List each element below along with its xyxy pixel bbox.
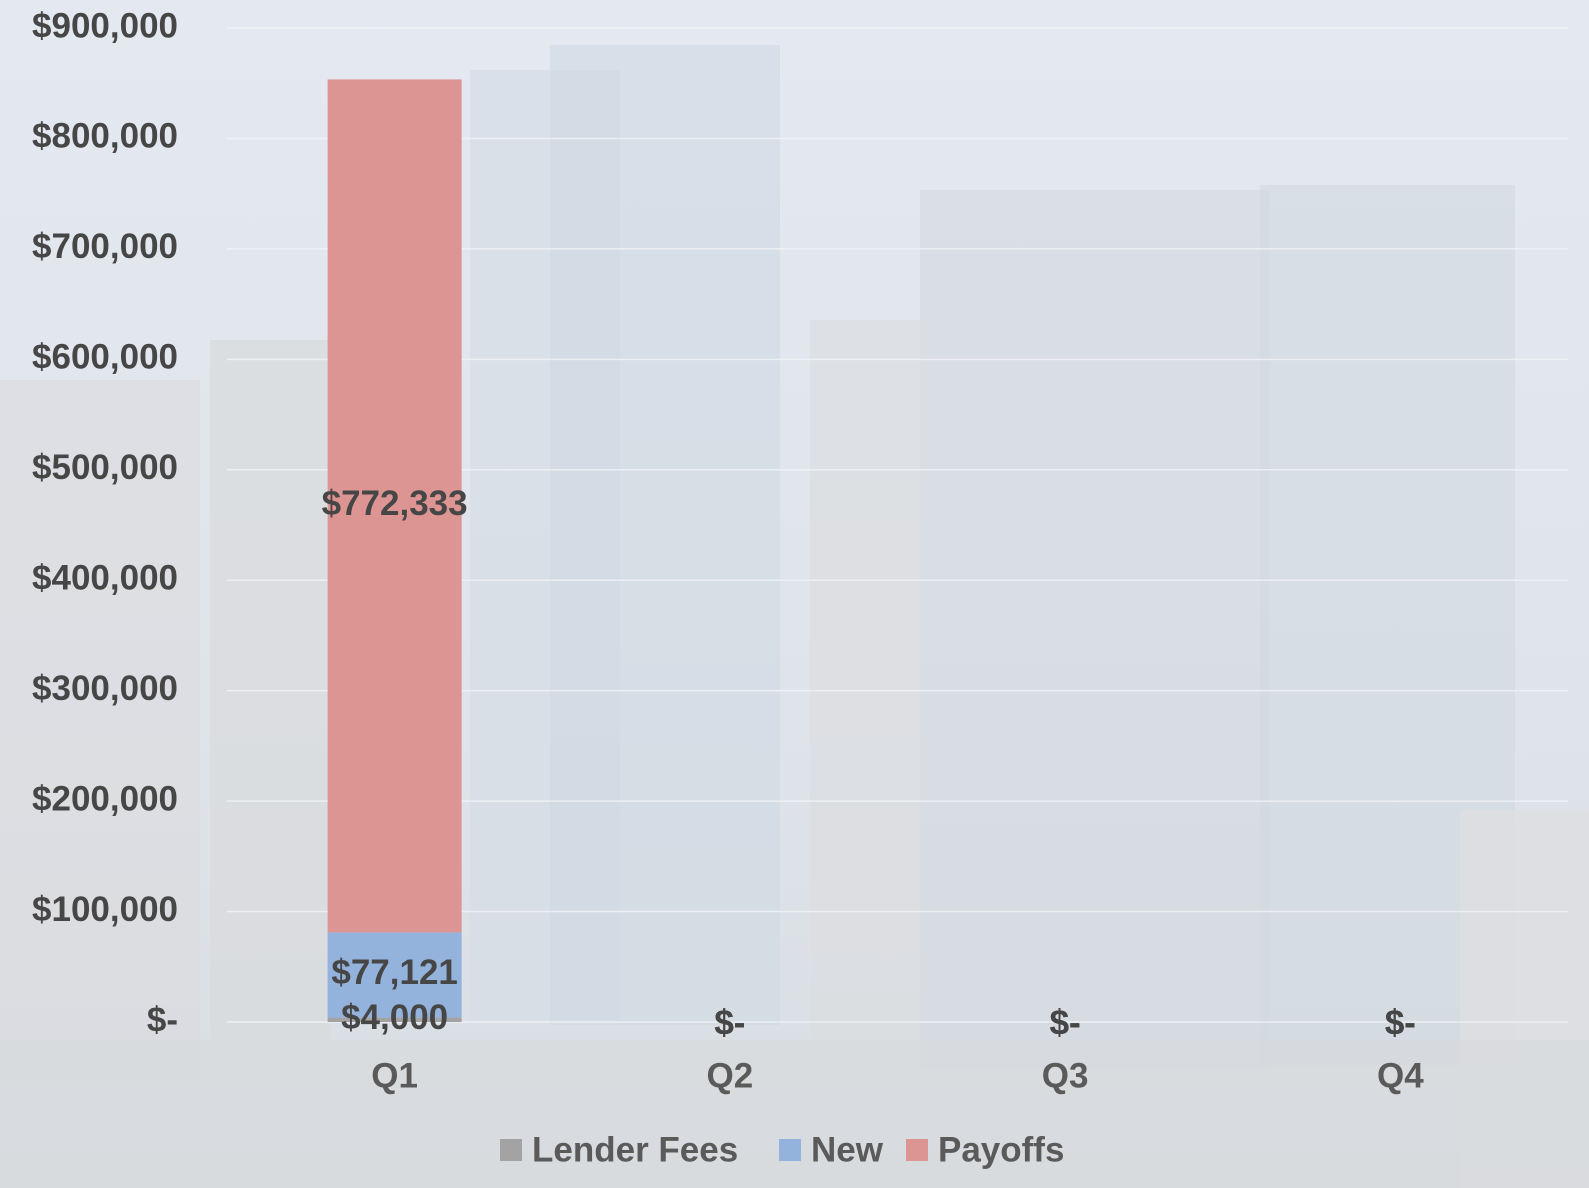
x-tick-label: Q3 [1042,1056,1089,1095]
y-tick-label: $400,000 [32,558,178,597]
x-tick-label: Q1 [371,1056,418,1095]
y-tick-label: $500,000 [32,448,178,487]
chart: $- $100,000 $200,000 $300,000 $400,000 $500,0… [0,0,1589,1188]
legend-swatch [906,1139,928,1161]
data-label: $- [714,1003,745,1042]
y-tick-label: $600,000 [32,338,178,377]
data-label: $- [1050,1003,1081,1042]
background [0,0,1589,1188]
x-tick-label: Q2 [707,1056,754,1095]
bars [328,79,462,1022]
y-tick-label: $200,000 [32,779,178,818]
legend-label: Payoffs [938,1130,1064,1169]
y-tick-label: $700,000 [32,227,178,266]
legend-label: Lender Fees [532,1130,738,1169]
legend-swatch [779,1139,801,1161]
y-tick-label: $300,000 [32,669,178,708]
data-label: $- [1385,1003,1416,1042]
page: {"chart_data": { "type": "stacked-bar", … [0,0,1589,1188]
y-tick-label: $100,000 [32,890,178,929]
y-tick-label: $900,000 [32,6,178,45]
legend-swatch [500,1139,522,1161]
legend-label: New [811,1130,884,1169]
y-tick-label: $800,000 [32,117,178,156]
x-tick-label: Q4 [1377,1056,1424,1095]
data-label: $77,121 [331,953,458,992]
data-label: $772,333 [322,484,468,523]
data-label: $4,000 [341,998,448,1037]
y-tick-label: $- [147,1000,178,1039]
